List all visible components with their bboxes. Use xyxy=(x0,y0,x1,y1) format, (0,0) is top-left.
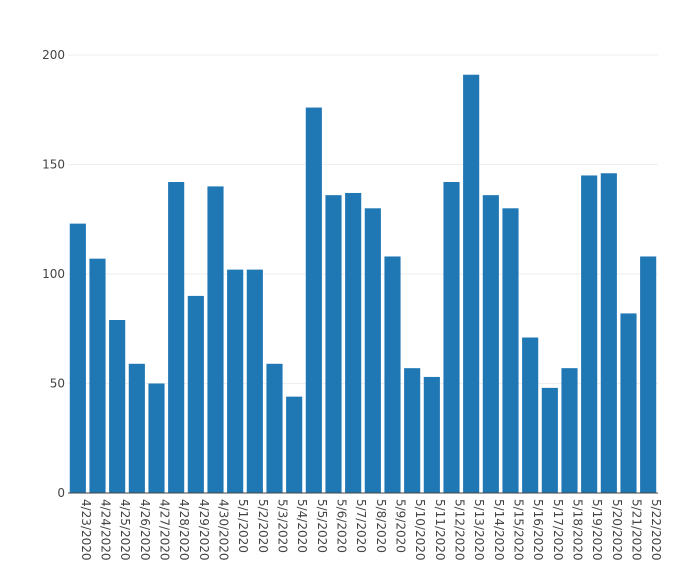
x-tick-label: 5/12/2020 xyxy=(453,499,467,561)
x-tick-label: 5/9/2020 xyxy=(394,499,408,553)
bar-5/4/2020[interactable] xyxy=(286,396,303,493)
x-tick-label: 5/5/2020 xyxy=(315,499,329,553)
x-tick-label: 5/2/2020 xyxy=(256,499,270,553)
bar-5/16/2020[interactable] xyxy=(522,337,539,493)
x-tick-label: 4/26/2020 xyxy=(138,499,152,561)
y-tick-label: 100 xyxy=(42,267,65,281)
x-tick-label: 4/23/2020 xyxy=(79,499,93,561)
y-tick-label: 200 xyxy=(42,48,65,62)
x-tick-label: 5/21/2020 xyxy=(630,499,644,561)
bar-4/28/2020[interactable] xyxy=(168,182,185,493)
bar-5/5/2020[interactable] xyxy=(305,107,322,493)
x-tick-label: 4/25/2020 xyxy=(118,499,132,561)
x-tick-label: 5/19/2020 xyxy=(590,499,604,561)
bar-5/9/2020[interactable] xyxy=(384,256,401,493)
bar-5/10/2020[interactable] xyxy=(404,368,421,493)
bar-4/24/2020[interactable] xyxy=(89,258,106,493)
bar-5/11/2020[interactable] xyxy=(423,376,440,493)
x-tick-label: 4/30/2020 xyxy=(217,499,231,561)
x-tick-label: 5/1/2020 xyxy=(236,499,250,553)
y-axis: 0 50 100 150 200 xyxy=(42,48,65,500)
bar-5/8/2020[interactable] xyxy=(364,208,381,494)
bar-5/22/2020[interactable] xyxy=(640,256,657,493)
x-tick-label: 5/16/2020 xyxy=(531,499,545,561)
x-tick-label: 5/11/2020 xyxy=(433,499,447,561)
gridlines xyxy=(68,54,658,384)
bar-5/14/2020[interactable] xyxy=(482,195,499,493)
x-tick-label: 4/28/2020 xyxy=(177,499,191,561)
bar-5/1/2020[interactable] xyxy=(227,269,244,493)
y-tick-label: 0 xyxy=(57,486,65,500)
x-tick-label: 5/15/2020 xyxy=(512,499,526,561)
bar-4/29/2020[interactable] xyxy=(187,295,204,493)
bar-5/17/2020[interactable] xyxy=(541,387,558,493)
bar-4/27/2020[interactable] xyxy=(148,383,165,494)
bar-5/12/2020[interactable] xyxy=(443,182,460,493)
x-tick-label: 5/22/2020 xyxy=(649,499,663,561)
bar-4/25/2020[interactable] xyxy=(109,319,126,493)
x-tick-label: 4/27/2020 xyxy=(158,499,172,561)
bar-5/3/2020[interactable] xyxy=(266,363,283,493)
x-tick-label: 5/4/2020 xyxy=(295,499,309,553)
bar-5/2/2020[interactable] xyxy=(246,269,263,493)
x-tick-label: 5/20/2020 xyxy=(610,499,624,561)
x-tick-label: 5/13/2020 xyxy=(472,499,486,561)
bar-5/6/2020[interactable] xyxy=(325,195,342,493)
x-tick-label: 5/3/2020 xyxy=(276,499,290,553)
x-tick-label: 5/10/2020 xyxy=(413,499,427,561)
y-tick-label: 50 xyxy=(50,377,65,391)
bar-5/20/2020[interactable] xyxy=(600,173,617,493)
x-tick-label: 5/14/2020 xyxy=(492,499,506,561)
y-tick-label: 150 xyxy=(42,158,65,172)
bar-4/30/2020[interactable] xyxy=(207,186,224,493)
x-tick-label: 5/7/2020 xyxy=(354,499,368,553)
bar-4/26/2020[interactable] xyxy=(128,363,145,493)
bar-5/15/2020[interactable] xyxy=(502,208,519,494)
bar-5/19/2020[interactable] xyxy=(581,175,598,493)
x-tick-label: 5/6/2020 xyxy=(335,499,349,553)
bars xyxy=(69,74,657,494)
x-axis: 4/23/2020 4/24/2020 4/25/2020 4/26/2020 4/27… xyxy=(68,492,663,561)
bar-5/18/2020[interactable] xyxy=(561,368,578,493)
bar-5/13/2020[interactable] xyxy=(463,74,480,494)
bar-5/7/2020[interactable] xyxy=(345,192,362,493)
x-tick-label: 4/24/2020 xyxy=(99,499,113,561)
x-tick-label: 5/18/2020 xyxy=(571,499,585,561)
bar-5/21/2020[interactable] xyxy=(620,313,637,493)
bar-4/23/2020[interactable] xyxy=(69,223,86,493)
x-tick-label: 5/17/2020 xyxy=(551,499,565,561)
x-tick-label: 4/29/2020 xyxy=(197,499,211,561)
x-tick-label: 5/8/2020 xyxy=(374,499,388,553)
